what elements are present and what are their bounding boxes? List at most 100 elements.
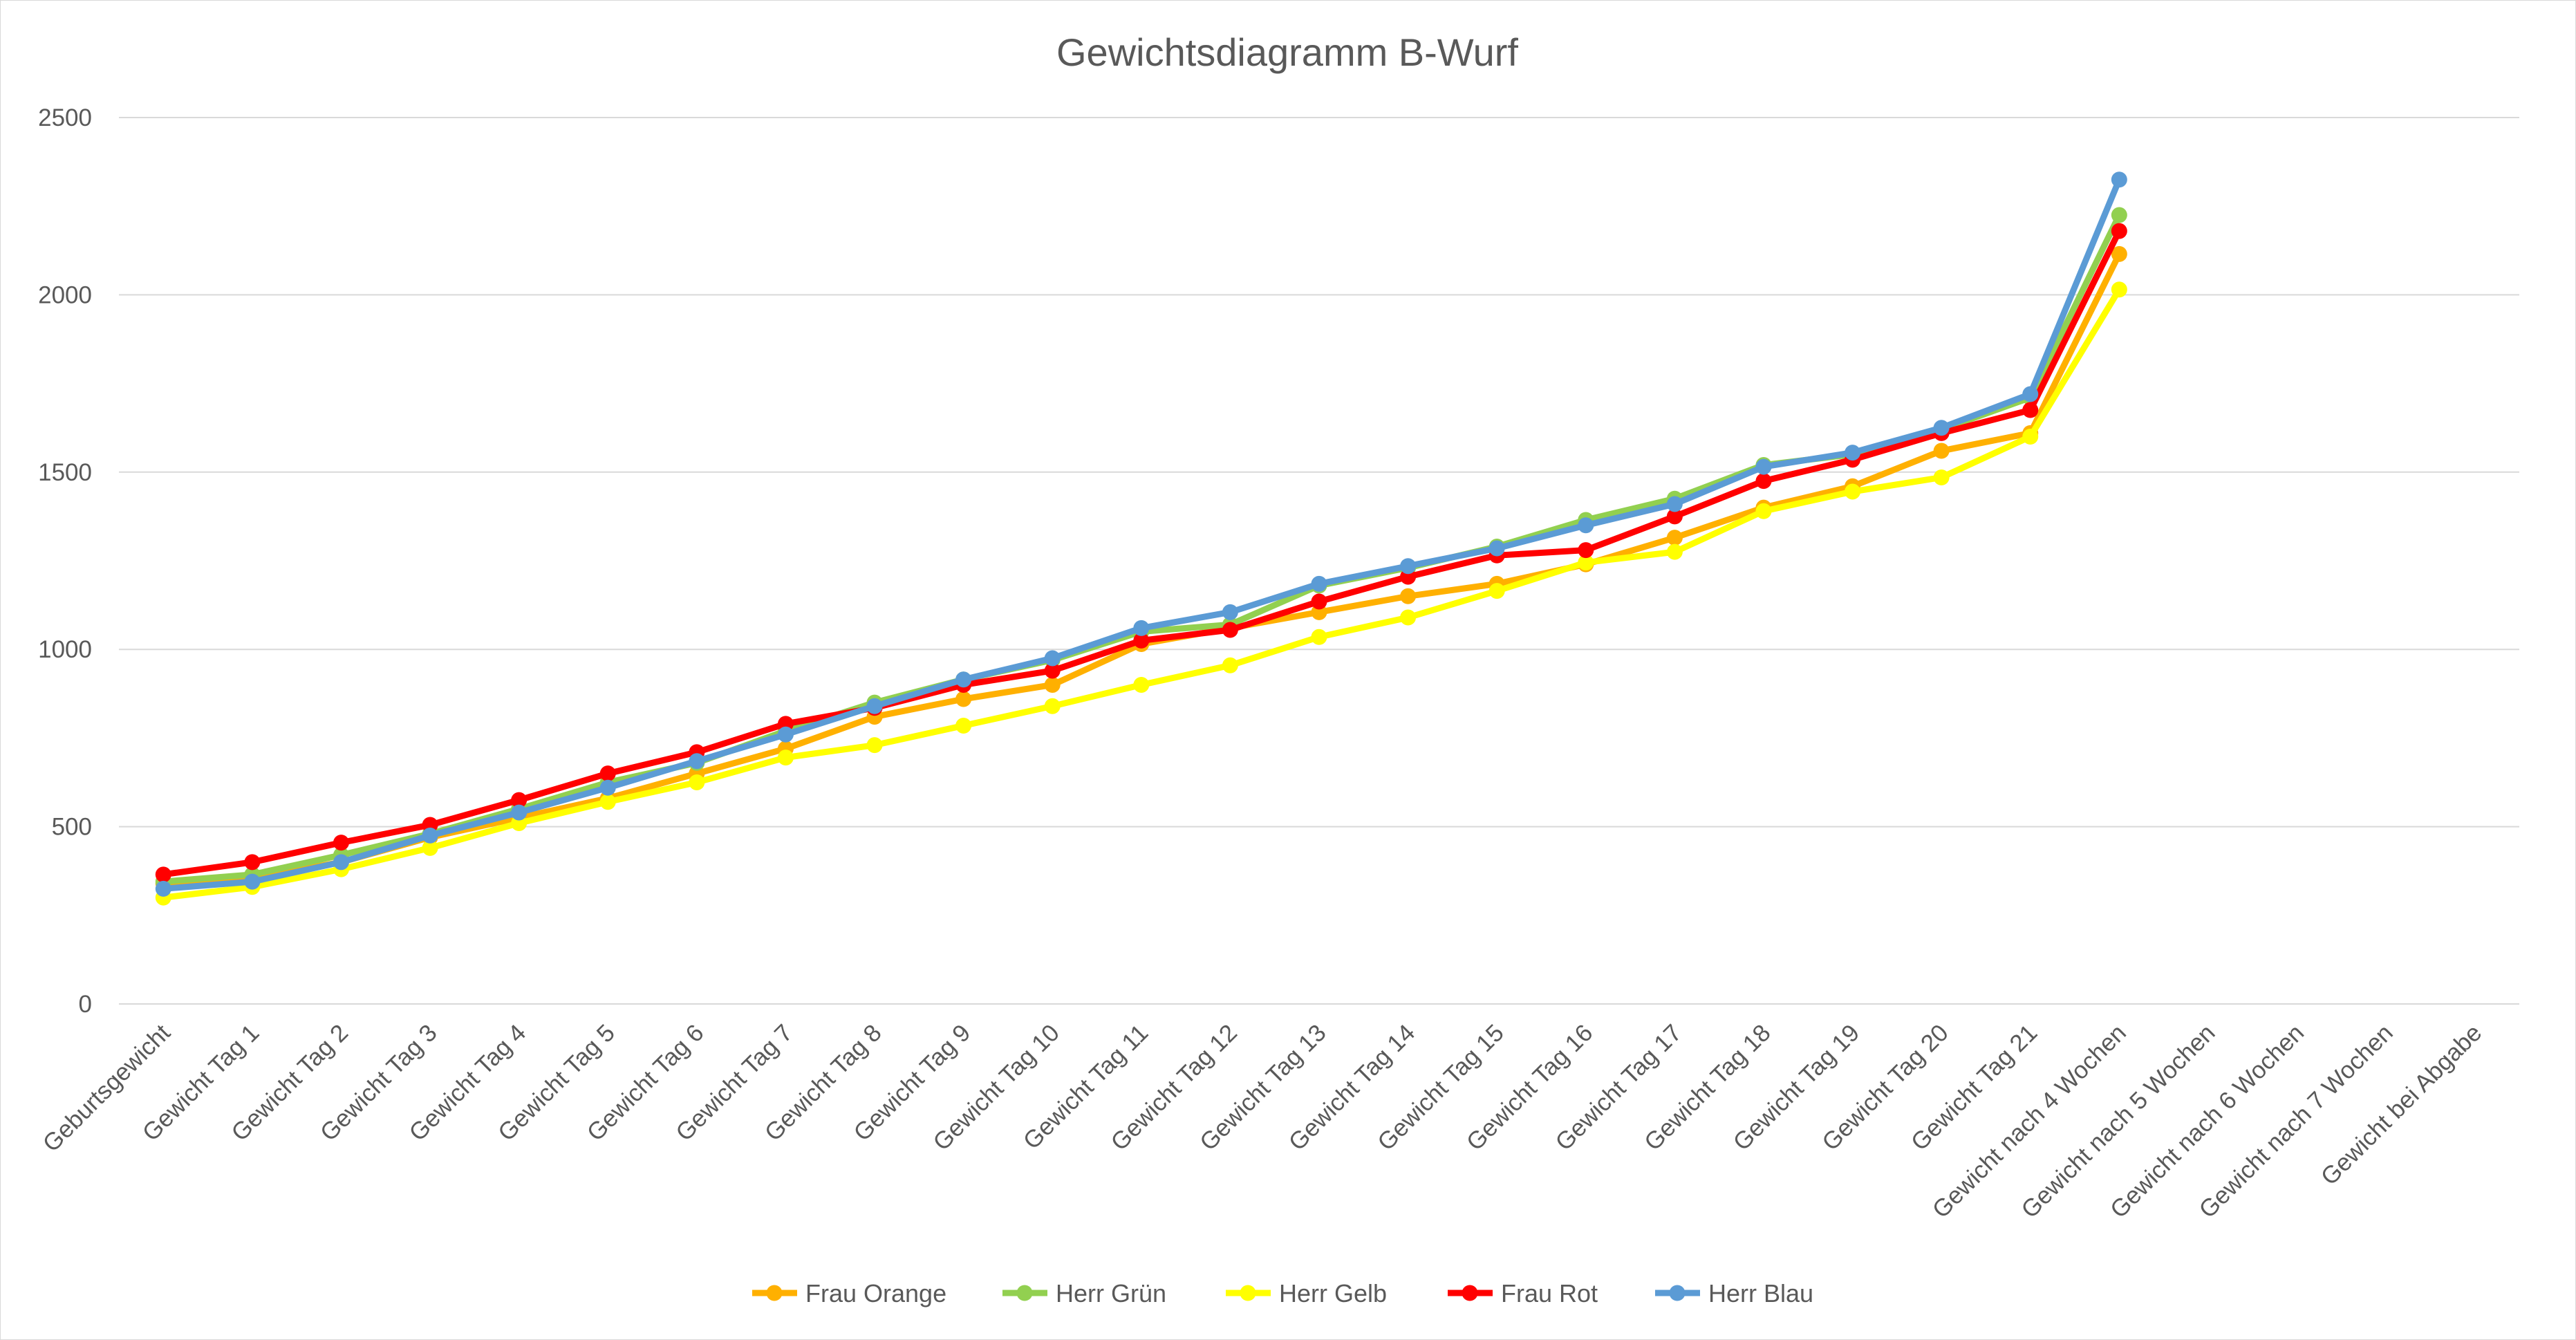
data-point	[1666, 543, 1683, 560]
legend: Frau Orange Herr Grün Herr Gelb Frau Rot Her…	[752, 1279, 1813, 1308]
data-point	[244, 854, 261, 871]
data-point	[955, 671, 972, 688]
legend-item: Herr Blau	[1655, 1279, 1813, 1308]
data-point	[1755, 503, 1772, 519]
data-point	[777, 726, 794, 743]
y-tick-label: 1000	[38, 636, 92, 663]
data-point	[1578, 542, 1594, 559]
data-point	[1311, 629, 1327, 645]
series-4	[155, 171, 2127, 897]
data-point	[866, 698, 883, 714]
data-point	[422, 827, 438, 844]
data-point	[333, 835, 349, 851]
data-point	[777, 750, 794, 766]
legend-swatch-marker	[1462, 1285, 1478, 1301]
data-point	[1933, 420, 1950, 436]
data-point	[1755, 473, 1772, 490]
data-point	[955, 691, 972, 707]
data-point	[689, 774, 705, 790]
data-point	[1133, 676, 1150, 693]
x-tick-label: Gewicht bei Abgabe	[2316, 1019, 2488, 1191]
data-point	[866, 737, 883, 754]
data-point	[599, 765, 616, 782]
series-2	[155, 281, 2127, 906]
data-point	[1933, 469, 1950, 485]
data-point	[2022, 429, 2039, 445]
series-1	[155, 207, 2127, 890]
series-line	[160, 176, 2122, 892]
legend-label: Herr Blau	[1708, 1279, 1813, 1308]
data-point	[1755, 458, 1772, 475]
data-point	[333, 854, 349, 871]
data-point	[599, 779, 616, 796]
data-point	[422, 839, 438, 856]
data-point	[2111, 281, 2127, 298]
data-point	[1666, 508, 1683, 525]
data-point	[955, 717, 972, 734]
data-point	[1044, 676, 1061, 693]
legend-swatch-marker	[1016, 1285, 1033, 1301]
data-point	[1666, 496, 1683, 512]
y-tick-label: 2000	[38, 281, 92, 308]
legend-item: Herr Grün	[1002, 1279, 1166, 1308]
data-point	[1578, 555, 1594, 571]
data-point	[599, 794, 616, 810]
data-point	[155, 866, 171, 883]
data-point	[1933, 443, 1950, 459]
legend-item: Frau Orange	[752, 1279, 946, 1308]
legend-label: Herr Grün	[1056, 1279, 1166, 1308]
series-line	[160, 250, 2122, 887]
data-point	[1133, 632, 1150, 649]
legend-item: Frau Rot	[1448, 1279, 1598, 1308]
data-point	[1400, 558, 1417, 575]
data-point	[244, 873, 261, 890]
chart-title: Gewichtsdiagramm B-Wurf	[1056, 30, 1518, 74]
legend-label: Frau Orange	[805, 1279, 946, 1308]
data-point	[2111, 171, 2127, 188]
data-point	[155, 880, 171, 897]
series-line	[160, 286, 2122, 901]
data-point	[511, 804, 528, 821]
data-point	[1044, 698, 1061, 714]
y-axis-tick-labels: 0 500 1000 1500 2000 2500	[38, 104, 92, 1018]
data-point	[1044, 662, 1061, 679]
legend-swatch-marker	[1669, 1285, 1686, 1301]
data-point	[2111, 245, 2127, 262]
data-point	[1578, 517, 1594, 534]
legend-item: Herr Gelb	[1226, 1279, 1387, 1308]
data-point	[1845, 483, 1861, 500]
y-tick-label: 500	[52, 814, 92, 841]
data-point	[1400, 609, 1417, 626]
data-point	[1133, 620, 1150, 636]
data-point	[1400, 588, 1417, 604]
series-line	[160, 227, 2122, 878]
data-point	[1311, 575, 1327, 592]
gridlines	[119, 117, 2519, 1005]
data-point	[2022, 386, 2039, 402]
data-point	[1311, 593, 1327, 610]
data-point	[2022, 402, 2039, 418]
data-point	[2111, 207, 2127, 223]
data-point	[689, 753, 705, 770]
series-0	[155, 245, 2127, 892]
data-point	[1222, 604, 1238, 620]
legend-swatch-marker	[1240, 1285, 1256, 1301]
series-lines	[155, 171, 2127, 906]
series-3	[155, 223, 2127, 883]
data-point	[1488, 540, 1505, 557]
y-tick-label: 1500	[38, 459, 92, 486]
series-line	[160, 212, 2122, 885]
legend-swatch-marker	[766, 1285, 783, 1301]
y-tick-label: 0	[79, 991, 92, 1018]
legend-label: Herr Gelb	[1279, 1279, 1387, 1308]
data-point	[1222, 657, 1238, 673]
data-point	[1044, 650, 1061, 667]
data-point	[1222, 622, 1238, 638]
legend-label: Frau Rot	[1501, 1279, 1598, 1308]
data-point	[1666, 530, 1683, 546]
data-point	[511, 792, 528, 808]
data-point	[1845, 445, 1861, 461]
